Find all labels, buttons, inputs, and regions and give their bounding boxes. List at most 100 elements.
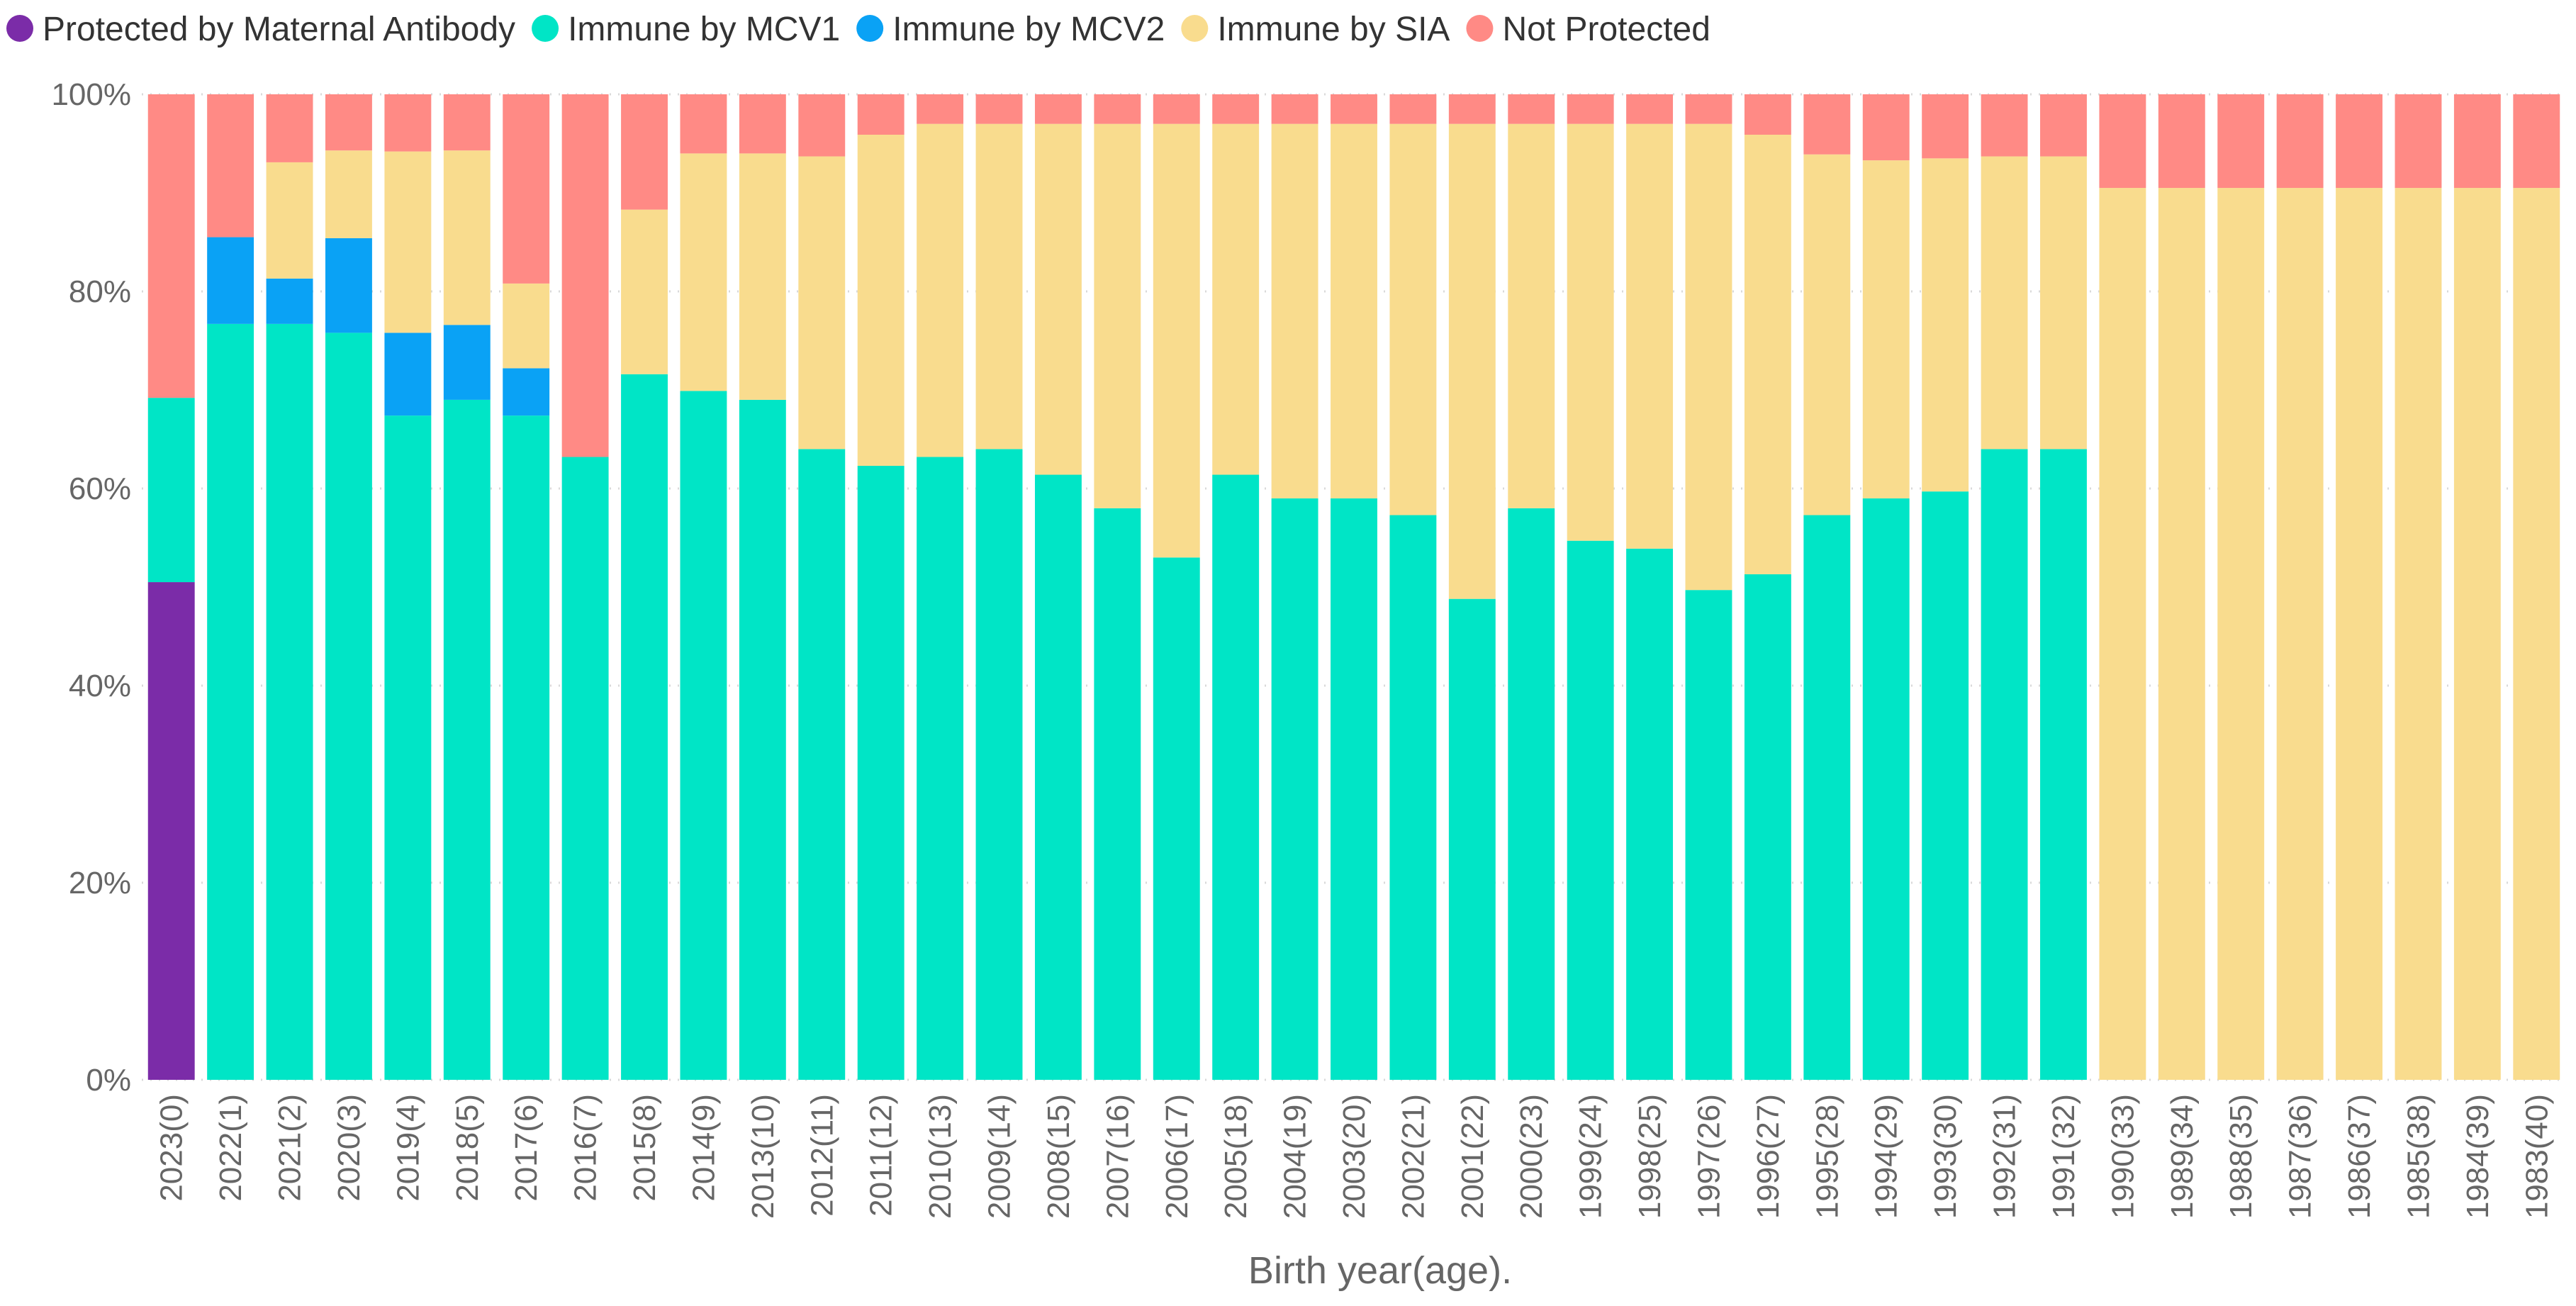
bar-segment (443, 325, 491, 400)
bar-group (1803, 94, 1851, 1080)
bar-segment (621, 374, 668, 1080)
bar-group (384, 94, 432, 1080)
bar-group (975, 94, 1023, 1080)
x-tick-label: 2019(4) (391, 1094, 425, 1202)
bar-segment (1331, 123, 1377, 498)
bar-segment (2336, 94, 2382, 189)
bar-segment (147, 94, 195, 398)
bar-group (917, 94, 964, 1080)
x-tick-label: 2012(11) (805, 1094, 839, 1217)
bar-segment (975, 123, 1023, 450)
x-tick-label: 2004(19) (1278, 1094, 1313, 1219)
legend: Protected by Maternal Antibody Immune by … (6, 11, 1710, 48)
y-axis: 0% 20% 40% 60% 80% 100% (51, 77, 131, 1098)
x-tick-label: 2003(20) (1337, 1094, 1372, 1219)
x-tick-label: 2005(18) (1219, 1094, 1253, 1219)
legend-label: Immune by MCV2 (892, 11, 1165, 48)
bar-group (1922, 94, 1969, 1080)
bar-segment (1271, 498, 1318, 1080)
bar-segment (1508, 508, 1555, 1080)
bar-segment (1981, 449, 2028, 1080)
bar-group (1389, 94, 1437, 1080)
y-tick-label: 40% (69, 669, 131, 703)
bar-segment (1094, 123, 1141, 508)
bar-segment (975, 449, 1023, 1080)
bars (147, 94, 2560, 1080)
bar-group (857, 94, 905, 1080)
x-tick-label: 2020(3) (332, 1094, 366, 1202)
bar-segment (2217, 94, 2265, 189)
bar-segment (561, 457, 609, 1080)
bar-group (1331, 94, 1377, 1080)
bar-segment (917, 457, 964, 1080)
bar-segment (1094, 94, 1141, 124)
bar-segment (1744, 94, 1791, 135)
legend-label: Not Protected (1502, 11, 1710, 48)
x-tick-label: 2009(14) (982, 1094, 1017, 1219)
bar-segment (1981, 94, 2028, 157)
x-tick-label: 1987(36) (2283, 1094, 2318, 1219)
bar-segment (1803, 515, 1851, 1080)
bar-segment (2158, 94, 2205, 189)
legend-item: Protected by Maternal Antibody (6, 11, 515, 48)
x-tick-label: 1996(27) (1751, 1094, 1786, 1219)
bar-segment (1153, 123, 1200, 558)
bar-segment (1685, 123, 1732, 591)
x-tick-label: 2010(13) (923, 1094, 958, 1219)
bar-group (2099, 94, 2146, 1080)
bar-segment (1153, 557, 1200, 1080)
bar-segment (1448, 598, 1496, 1080)
bar-segment (2217, 188, 2265, 1080)
x-tick-label: 2002(21) (1396, 1094, 1430, 1219)
legend-label: Protected by Maternal Antibody (43, 11, 515, 48)
bar-segment (325, 94, 372, 151)
bar-segment (384, 415, 432, 1080)
legend-item: Immune by SIA (1181, 11, 1450, 48)
bar-segment (384, 94, 432, 152)
x-tick-label: 2023(0) (155, 1094, 189, 1202)
bar-segment (1212, 94, 1260, 124)
bar-group (1862, 94, 1910, 1080)
bar-segment (1034, 123, 1082, 475)
bar-segment (1567, 123, 1614, 541)
bar-segment (325, 333, 372, 1080)
bar-segment (1212, 123, 1260, 475)
bar-segment (1567, 540, 1614, 1080)
bar-segment (2336, 188, 2382, 1080)
bar-group (1448, 94, 1496, 1080)
bar-segment (1331, 94, 1377, 124)
bar-group (2513, 94, 2560, 1080)
bar-group (2336, 94, 2382, 1080)
bar-group (2395, 94, 2442, 1080)
bar-group (1094, 94, 1141, 1080)
bar-segment (1508, 123, 1555, 508)
bar-segment (2099, 188, 2146, 1080)
x-tick-label: 2008(15) (1041, 1094, 1076, 1219)
bar-group (503, 94, 550, 1080)
bar-segment (207, 237, 254, 324)
y-tick-label: 20% (69, 866, 131, 900)
bar-segment (917, 123, 964, 457)
x-tick-label: 2014(9) (686, 1094, 721, 1202)
bar-segment (739, 153, 786, 400)
bar-segment (266, 278, 313, 324)
bar-group (443, 94, 491, 1080)
bar-segment (1094, 508, 1141, 1080)
bar-segment (1034, 474, 1082, 1080)
bar-group (207, 94, 254, 1080)
x-tick-label: 1988(35) (2224, 1094, 2258, 1219)
bar-segment (266, 162, 313, 279)
bar-segment (503, 94, 550, 284)
bar-segment (1803, 154, 1851, 515)
bar-segment (857, 466, 905, 1080)
bar-segment (621, 209, 668, 374)
legend-marker (1466, 15, 1494, 42)
bar-segment (147, 398, 195, 583)
bar-group (1567, 94, 1614, 1080)
bar-group (1212, 94, 1260, 1080)
bar-group (1034, 94, 1082, 1080)
x-tick-label: 2016(7) (569, 1094, 603, 1202)
bar-segment (2040, 156, 2087, 450)
bar-segment (1685, 590, 1732, 1080)
